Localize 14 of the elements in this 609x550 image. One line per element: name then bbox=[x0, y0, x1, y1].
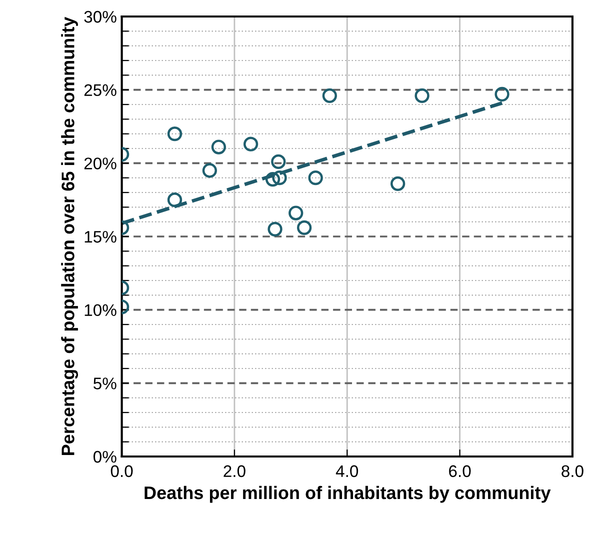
y-tick-label: 0% bbox=[94, 450, 116, 463]
x-tick-label: 4.0 bbox=[336, 465, 358, 478]
y-tick-label: 25% bbox=[84, 84, 116, 96]
x-tick-label: 0.0 bbox=[110, 465, 133, 478]
x-tick-label: 8.0 bbox=[562, 465, 584, 478]
y-tick-label: 30% bbox=[84, 10, 116, 23]
x-axis-title: Deaths per million of inhabitants by community bbox=[144, 486, 551, 503]
y-axis-title: Percentage of population over 65 in the community bbox=[61, 16, 78, 455]
y-tick-label: 5% bbox=[94, 378, 116, 390]
x-tick-label: 2.0 bbox=[224, 465, 246, 478]
y-tick-label: 10% bbox=[84, 304, 116, 316]
y-tick-label: 15% bbox=[84, 230, 116, 243]
x-tick-label: 6.0 bbox=[449, 465, 471, 478]
y-tick-label: 20% bbox=[84, 158, 116, 170]
